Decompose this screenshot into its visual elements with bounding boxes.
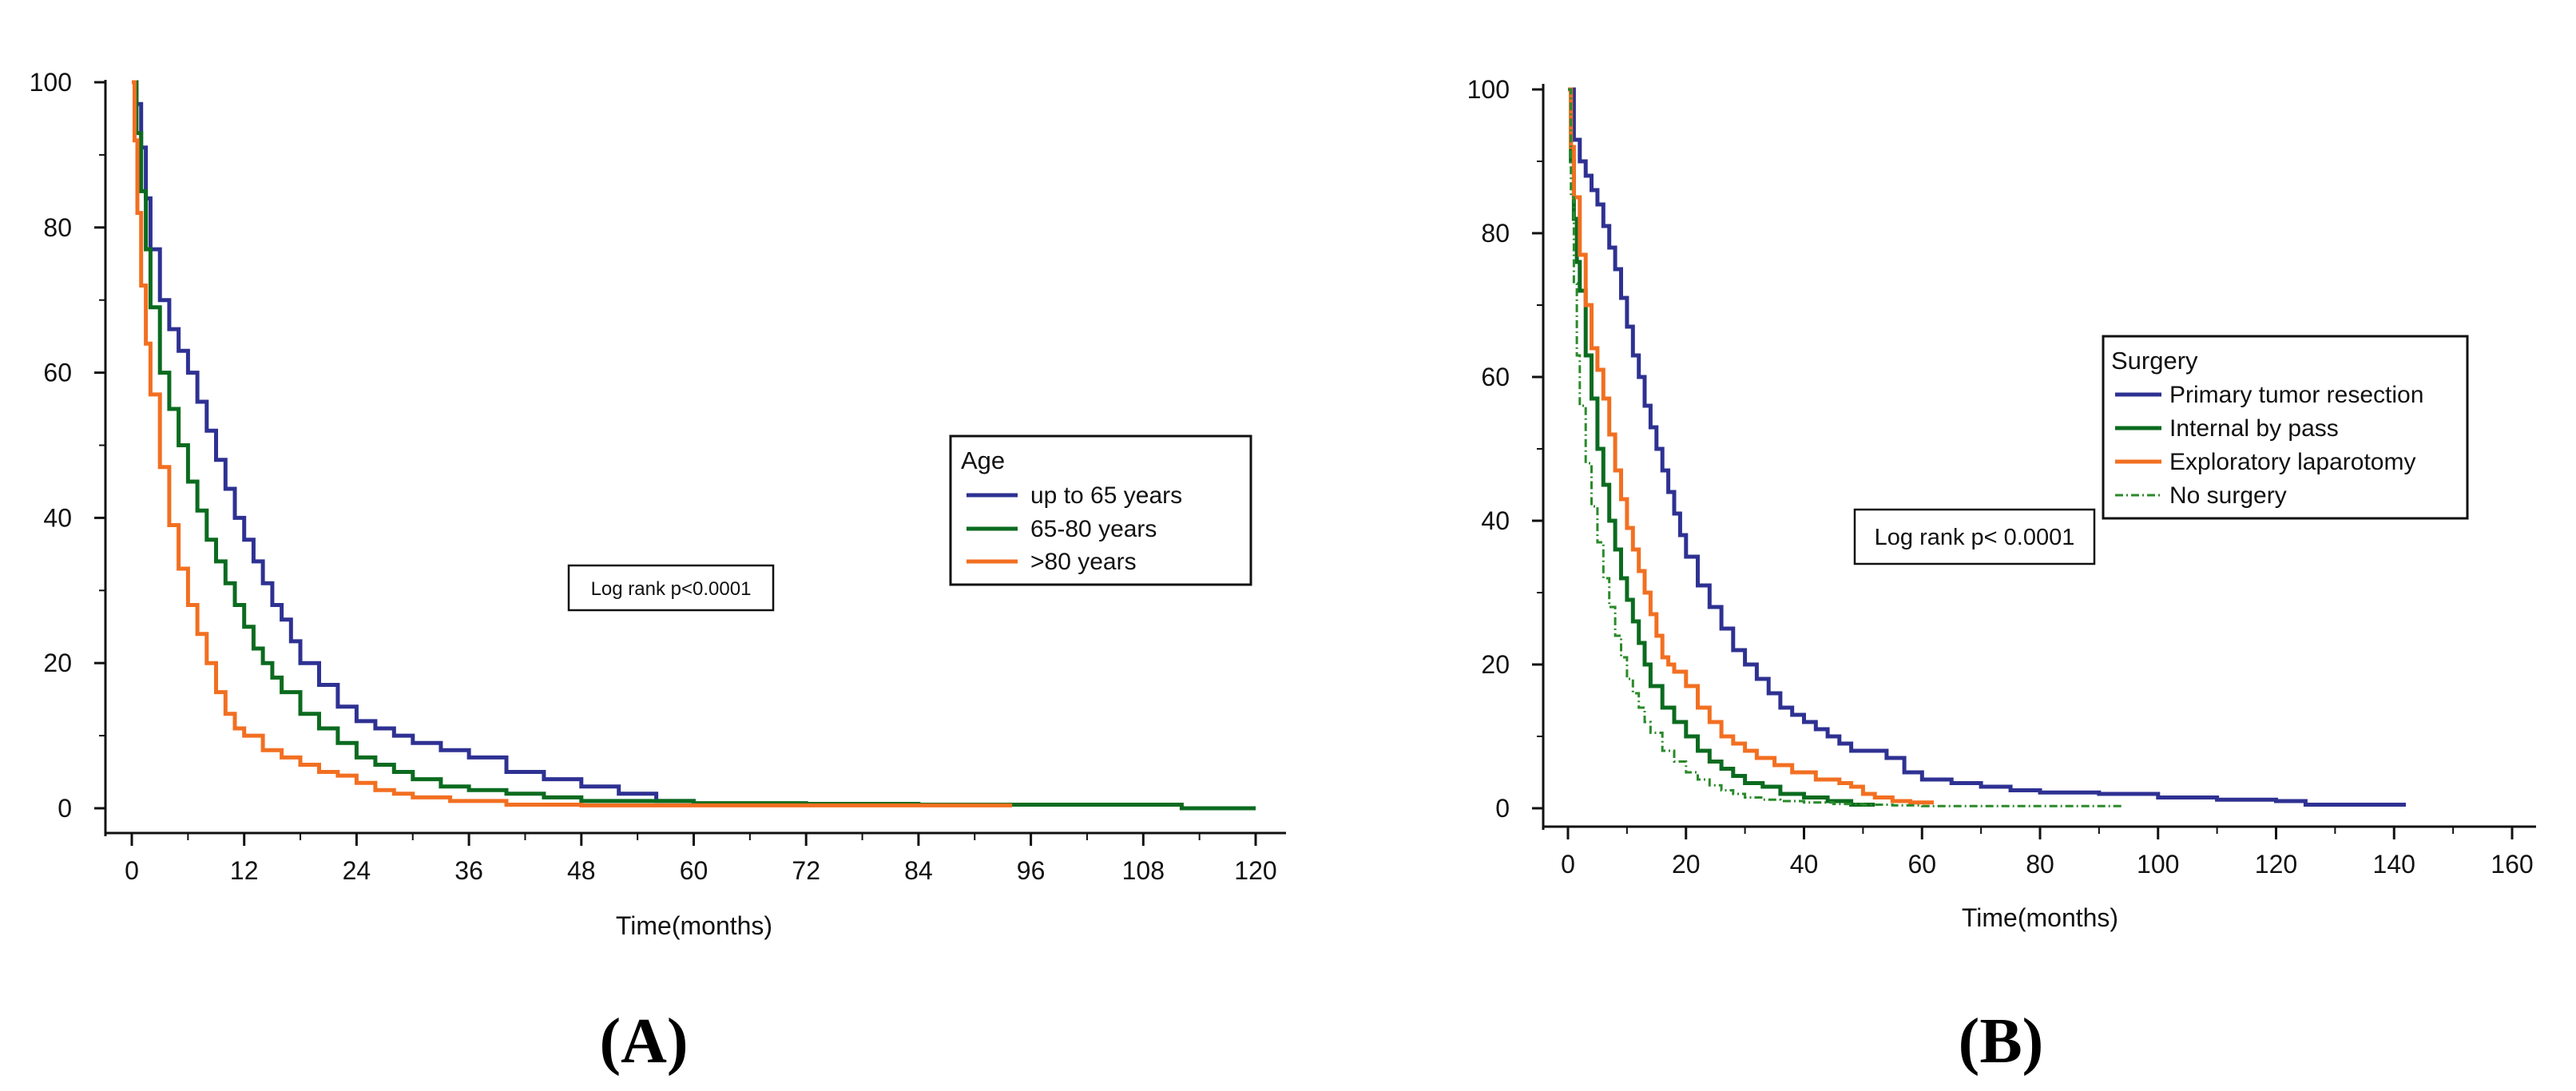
panel-b-label: (B) xyxy=(1959,1006,2044,1077)
panel-a-curve-80-years xyxy=(132,80,1013,807)
panel-a-y-tick-label: 0 xyxy=(58,794,72,823)
panel-b-curves xyxy=(1568,87,2406,807)
panel-b-x-tick-label: 0 xyxy=(1561,850,1575,879)
panel-a-y-tick-label: 100 xyxy=(30,68,72,97)
panel-a-y-tick-label: 20 xyxy=(43,649,72,677)
panel-b-x-axis-label: Time(months) xyxy=(1962,903,2118,932)
panel-b-legend-item-internal-by-pass: Internal by pass xyxy=(2115,415,2339,442)
panel-b-curve-exploratory-laparotomy xyxy=(1568,87,1934,805)
panel-a-y-tick-label: 60 xyxy=(43,359,72,387)
panel-b-legend: Surgery Primary tumor resection Internal… xyxy=(2102,335,2469,520)
panel-a-x-tick-label: 60 xyxy=(680,856,708,885)
panel-a-x-tick-label: 0 xyxy=(125,856,139,885)
panel-a-x-tick-label: 24 xyxy=(343,856,371,885)
panel-b-legend-label-no-surgery: No surgery xyxy=(2169,482,2287,509)
panel-a-x-tick-label: 36 xyxy=(454,856,483,885)
panel-b-x-tick-label: 40 xyxy=(1790,850,1819,879)
panel-b-y-tick-label: 60 xyxy=(1481,363,1510,391)
panel-a-x-axis-label: Time(months) xyxy=(616,911,772,940)
panel-a-curves xyxy=(132,80,1256,811)
panel-a-legend: Age up to 65 years 65-80 years >80 years xyxy=(949,434,1252,586)
panel-b-y-tick-label: 20 xyxy=(1481,650,1510,679)
panel-b-x-tick-label: 160 xyxy=(2491,850,2533,879)
panel-b-x-tick-label: 140 xyxy=(2373,850,2415,879)
panel-a-logrank-annotation: Log rank p<0.0001 xyxy=(567,564,775,612)
panel-a-legend-label-65-80: 65-80 years xyxy=(1030,516,1157,542)
panel-b-legend-label-primary-tumor-resection: Primary tumor resection xyxy=(2169,382,2423,408)
panel-b-y-tick-label: 80 xyxy=(1481,219,1510,248)
panel-b-y-tick-label: 100 xyxy=(1467,75,1510,104)
panel-a-y-tick-label: 40 xyxy=(43,503,72,532)
panel-a-x-tick-label: 108 xyxy=(1122,856,1165,885)
panel-b-y-tick-label: 40 xyxy=(1481,506,1510,535)
panel-b-x-tick-label: 80 xyxy=(2026,850,2054,879)
panel-a-x-tick-label: 48 xyxy=(567,856,596,885)
panel-b-legend-title: Surgery xyxy=(2111,347,2198,375)
panel-b-x-tick-label: 100 xyxy=(2137,850,2179,879)
panel-b-y-tick-label: 0 xyxy=(1495,794,1510,823)
panel-b-legend-item-primary-tumor-resection: Primary tumor resection xyxy=(2115,382,2423,408)
panel-a-legend-item-up-to-65: up to 65 years xyxy=(966,482,1182,509)
panel-b-curve-no-surgery xyxy=(1568,88,2123,807)
panel-b-legend-label-exploratory-laparotomy: Exploratory laparotomy xyxy=(2169,449,2415,475)
panel-a-legend-label-up-to-65: up to 65 years xyxy=(1030,482,1182,509)
panel-a-curve-up-to-65-years xyxy=(132,80,807,807)
panel-b-axes: 0 20 40 60 80 100 0 20 40 60 80 100 120 140 160 xyxy=(1467,75,2536,879)
panel-a-x-tick-label: 120 xyxy=(1234,856,1276,885)
panel-b-curve-primary-tumor-resection xyxy=(1568,87,2406,807)
panel-b-legend-label-internal-by-pass: Internal by pass xyxy=(2169,415,2339,442)
panel-a-legend-item-over-80: >80 years xyxy=(966,549,1137,575)
panel-a-legend-title: Age xyxy=(961,446,1005,474)
panel-a-curve-65-80-years xyxy=(132,80,1256,811)
panel-a-chart: 0 20 40 60 80 100 0 12 24 36 48 60 72 84 96 108 120 Time… xyxy=(30,68,1286,1077)
panel-a-logrank-text: Log rank p<0.0001 xyxy=(591,578,752,600)
panel-a-y-tick-label: 80 xyxy=(43,213,72,242)
panel-b-chart: 0 20 40 60 80 100 0 20 40 60 80 100 120 140 160 Time(m… xyxy=(1467,75,2536,1077)
panel-a-label: (A) xyxy=(599,1006,688,1077)
panel-b-x-tick-label: 20 xyxy=(1672,850,1701,879)
panel-a-x-tick-label: 96 xyxy=(1017,856,1046,885)
panel-a-legend-label-over-80: >80 years xyxy=(1030,549,1137,575)
panel-a-axes: 0 20 40 60 80 100 0 12 24 36 48 60 72 84 96 108 120 xyxy=(30,68,1286,885)
panel-b-legend-item-exploratory-laparotomy: Exploratory laparotomy xyxy=(2115,449,2415,475)
panel-b-logrank-text: Log rank p< 0.0001 xyxy=(1875,525,2075,550)
panel-b-legend-item-no-surgery: No surgery xyxy=(2115,482,2287,509)
panel-b-logrank-annotation: Log rank p< 0.0001 xyxy=(1853,508,2096,565)
panel-b-x-tick-label: 60 xyxy=(1907,850,1936,879)
panel-a-x-tick-label: 84 xyxy=(904,856,933,885)
panel-a-x-tick-label: 72 xyxy=(792,856,820,885)
panel-a-legend-item-65-80: 65-80 years xyxy=(966,516,1157,542)
panel-b-curve-internal-by-pass xyxy=(1568,87,1875,807)
panel-a-x-tick-label: 12 xyxy=(230,856,259,885)
panel-b-x-tick-label: 120 xyxy=(2255,850,2297,879)
